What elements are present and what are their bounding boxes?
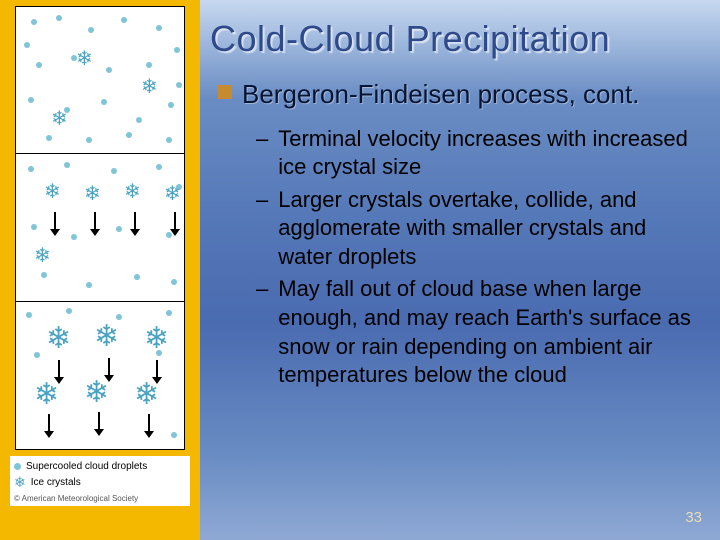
arrow-down-icon [48, 414, 50, 432]
left-column: ❄ ❄ ❄ ❄ ❄ ❄ ❄ ❄ ❄ ❄ ❄ ❄ ❄ ❄ Supercooled cloud dropl… [0, 0, 200, 540]
diagram-panel-1: ❄ ❄ ❄ [15, 6, 185, 154]
droplet-icon [156, 25, 162, 31]
legend: Supercooled cloud droplets ❄ Ice crystal… [10, 456, 190, 493]
legend-label: Supercooled cloud droplets [26, 460, 147, 473]
droplet-icon [88, 27, 94, 33]
droplet-icon [41, 272, 47, 278]
droplet-icon [121, 17, 127, 23]
snowflake-icon: ❄ [51, 109, 68, 129]
content-area: Cold-Cloud Precipitation Bergeron-Findei… [210, 18, 700, 394]
arrow-down-icon [148, 414, 150, 432]
bullet-level-1: Bergeron-Findeisen process, cont. [218, 78, 700, 111]
droplet-icon [31, 224, 37, 230]
droplet-icon [56, 15, 62, 21]
snowflake-icon: ❄ [134, 380, 159, 410]
droplet-icon [171, 279, 177, 285]
snowflake-icon: ❄ [84, 378, 109, 408]
arrow-down-icon [108, 358, 110, 376]
droplet-icon [24, 42, 30, 48]
arrow-down-icon [58, 360, 60, 378]
page-number: 33 [685, 509, 702, 526]
droplet-icon [36, 62, 42, 68]
arrow-down-icon [134, 212, 136, 230]
snowflake-icon: ❄ [94, 322, 119, 352]
dash-icon: – [256, 186, 268, 215]
droplet-icon [14, 463, 21, 470]
snowflake-icon: ❄ [144, 324, 169, 354]
droplet-icon [156, 164, 162, 170]
snowflake-icon: ❄ [14, 473, 26, 491]
diagram-panel-2: ❄ ❄ ❄ ❄ ❄ [15, 154, 185, 302]
diagram-panel-3: ❄ ❄ ❄ ❄ ❄ ❄ [15, 302, 185, 450]
bullet-l2-text: Larger crystals overtake, collide, and a… [278, 186, 700, 272]
droplet-icon [136, 117, 142, 123]
droplet-icon [28, 97, 34, 103]
snowflake-icon: ❄ [141, 77, 158, 97]
droplet-icon [176, 82, 182, 88]
droplet-icon [116, 226, 122, 232]
droplet-icon [134, 274, 140, 280]
arrow-down-icon [54, 212, 56, 230]
legend-row-ice: ❄ Ice crystals [14, 473, 186, 491]
droplet-icon [28, 166, 34, 172]
bullet-l1-text: Bergeron-Findeisen process, cont. [242, 78, 639, 111]
snowflake-icon: ❄ [76, 49, 93, 69]
droplet-icon [166, 137, 172, 143]
bullet-l2-text: Terminal velocity increases with increas… [278, 125, 700, 182]
legend-row-droplets: Supercooled cloud droplets [14, 460, 186, 473]
droplet-icon [26, 312, 32, 318]
bullet-level-2: –Terminal velocity increases with increa… [256, 125, 700, 182]
droplet-icon [166, 310, 172, 316]
droplet-icon [86, 137, 92, 143]
bullet-l2-text: May fall out of cloud base when large en… [278, 275, 700, 389]
droplet-icon [34, 352, 40, 358]
droplet-icon [71, 234, 77, 240]
droplet-icon [106, 67, 112, 73]
legend-label: Ice crystals [31, 476, 81, 489]
droplet-icon [64, 162, 70, 168]
arrow-down-icon [98, 412, 100, 430]
arrow-down-icon [156, 360, 158, 378]
droplet-icon [126, 132, 132, 138]
droplet-icon [31, 19, 37, 25]
droplet-icon [146, 62, 152, 68]
dash-icon: – [256, 275, 268, 304]
bullet-square-icon [218, 85, 232, 99]
snowflake-icon: ❄ [84, 184, 101, 204]
arrow-down-icon [174, 212, 176, 230]
arrow-down-icon [94, 212, 96, 230]
slide: ❄ ❄ ❄ ❄ ❄ ❄ ❄ ❄ ❄ ❄ ❄ ❄ ❄ ❄ Supercooled cloud dropl… [0, 0, 720, 540]
snowflake-icon: ❄ [164, 184, 181, 204]
droplet-icon [171, 432, 177, 438]
snowflake-icon: ❄ [34, 380, 59, 410]
bullet-l2-list: –Terminal velocity increases with increa… [210, 125, 700, 390]
diagram: ❄ ❄ ❄ ❄ ❄ ❄ ❄ ❄ ❄ ❄ ❄ ❄ ❄ ❄ [15, 6, 185, 450]
droplet-icon [86, 282, 92, 288]
snowflake-icon: ❄ [46, 324, 71, 354]
droplet-icon [66, 308, 72, 314]
dash-icon: – [256, 125, 268, 154]
snowflake-icon: ❄ [124, 182, 141, 202]
slide-title: Cold-Cloud Precipitation [210, 18, 700, 60]
droplet-icon [101, 99, 107, 105]
snowflake-icon: ❄ [44, 182, 61, 202]
copyright: © American Meteorological Society [10, 493, 190, 506]
droplet-icon [46, 135, 52, 141]
droplet-icon [168, 102, 174, 108]
droplet-icon [111, 168, 117, 174]
droplet-icon [174, 47, 180, 53]
bullet-level-2: –May fall out of cloud base when large e… [256, 275, 700, 389]
snowflake-icon: ❄ [34, 246, 51, 266]
bullet-level-2: –Larger crystals overtake, collide, and … [256, 186, 700, 272]
